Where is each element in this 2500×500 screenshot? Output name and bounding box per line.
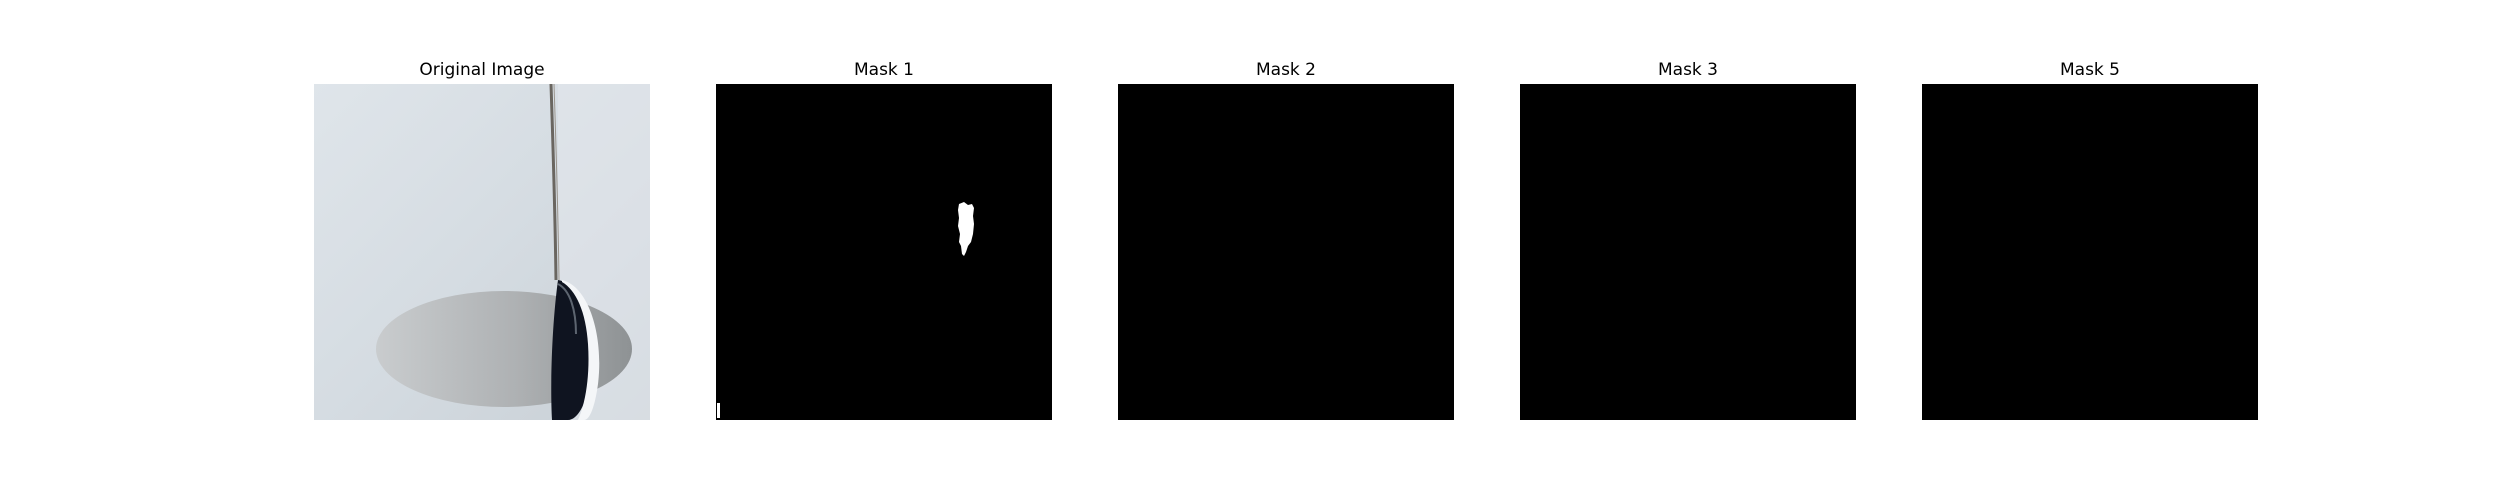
mask-2-panel (1118, 84, 1454, 420)
panel-title-original: Original Image (419, 60, 545, 80)
panel-title-mask-2: Mask 2 (1255, 60, 1316, 80)
mask-1-image (716, 84, 1052, 420)
panel-title-mask-1: Mask 1 (853, 60, 914, 80)
mask-3-panel (1520, 84, 1856, 420)
panel-title-mask-5: Mask 5 (2059, 60, 2120, 80)
original-image-panel (314, 84, 650, 420)
mask-1-panel (716, 84, 1052, 420)
panel-title-mask-3: Mask 3 (1657, 60, 1718, 80)
mask-5-image (1922, 84, 2258, 420)
mask-3-image (1520, 84, 1856, 420)
original-image (314, 84, 650, 420)
mask-5-panel (1922, 84, 2258, 420)
mask-2-image (1118, 84, 1454, 420)
